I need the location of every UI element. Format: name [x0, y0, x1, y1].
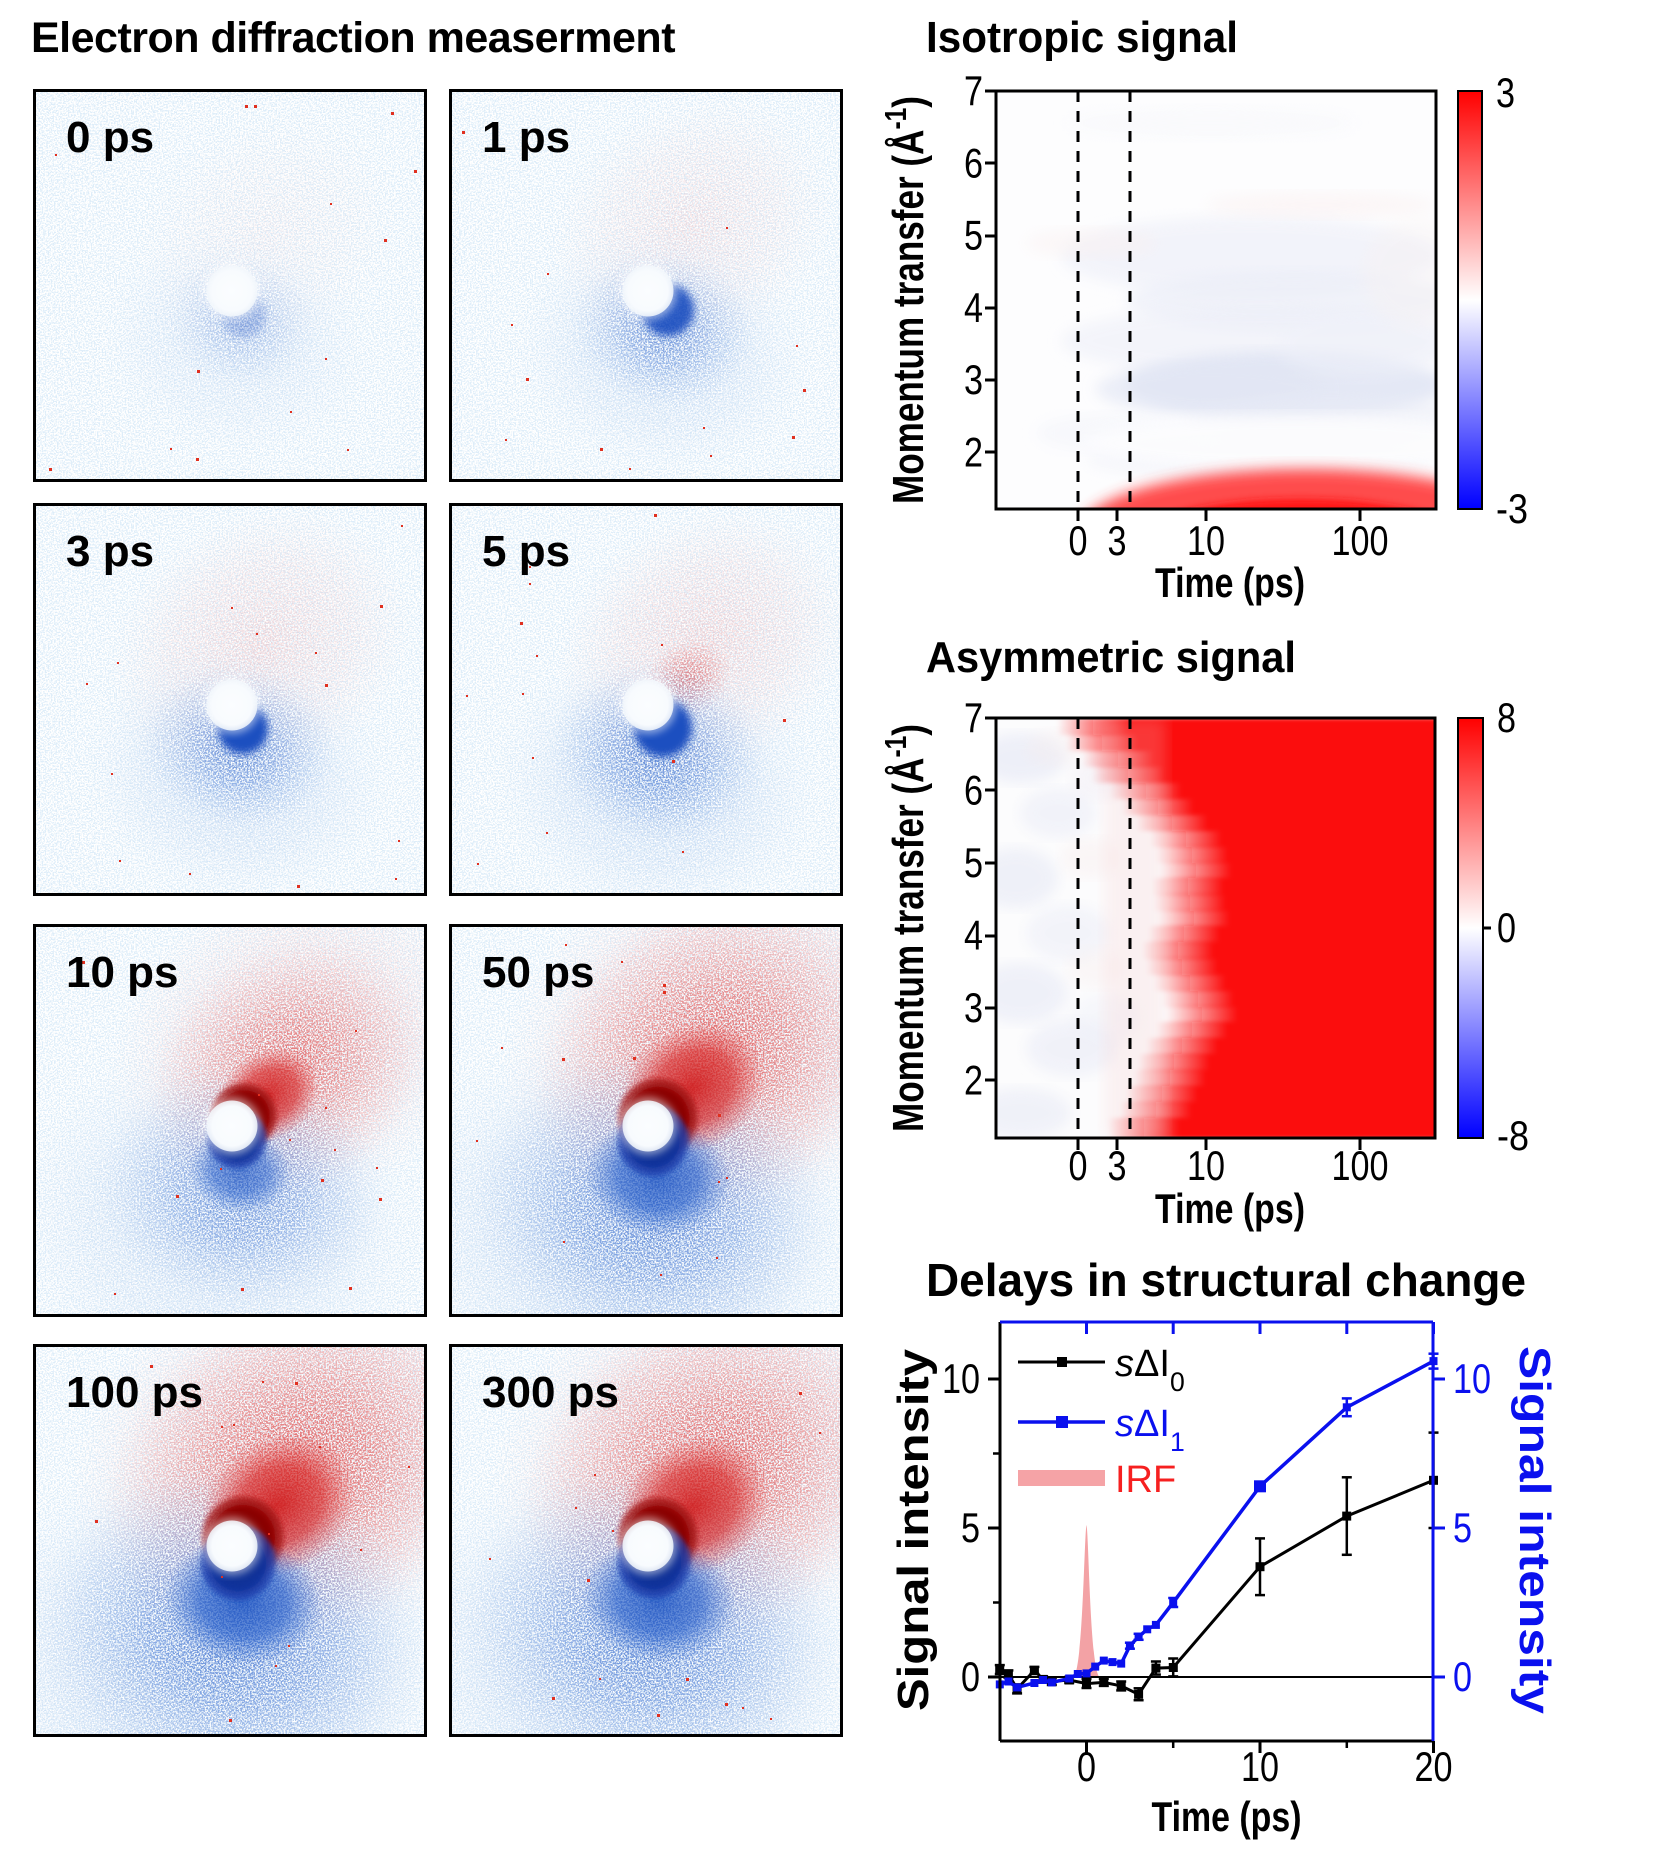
svg-text:3: 3 — [1496, 69, 1515, 116]
svg-text:100: 100 — [1332, 1142, 1389, 1189]
svg-text:sΔI0: sΔI0 — [1115, 1343, 1185, 1397]
svg-text:5: 5 — [1453, 1504, 1472, 1551]
svg-text:3: 3 — [964, 984, 983, 1031]
svg-text:0: 0 — [1077, 1743, 1096, 1790]
svg-text:Signal intensity: Signal intensity — [889, 1348, 938, 1711]
svg-text:10: 10 — [942, 1355, 980, 1402]
svg-text:7: 7 — [964, 694, 983, 741]
svg-text:-8: -8 — [1497, 1112, 1529, 1159]
svg-text:10: 10 — [1187, 517, 1225, 564]
svg-text:10: 10 — [1241, 1743, 1279, 1790]
svg-text:3: 3 — [1108, 1142, 1127, 1189]
svg-text:10: 10 — [1453, 1355, 1491, 1402]
svg-text:Time (ps): Time (ps) — [1155, 559, 1305, 606]
svg-text:IRF: IRF — [1115, 1459, 1176, 1501]
svg-text:sΔI1: sΔI1 — [1115, 1403, 1185, 1457]
svg-text:0: 0 — [1069, 517, 1088, 564]
svg-text:Time (ps): Time (ps) — [1152, 1793, 1302, 1840]
svg-text:Delays in structural change: Delays in structural change — [926, 1260, 1526, 1306]
svg-text:4: 4 — [964, 284, 983, 331]
svg-text:3: 3 — [964, 356, 983, 403]
svg-text:6: 6 — [964, 139, 983, 186]
svg-text:8: 8 — [1497, 694, 1516, 741]
svg-text:Momentum transfer (Å-1): Momentum transfer (Å-1) — [878, 724, 934, 1132]
svg-text:100: 100 — [1332, 517, 1389, 564]
svg-text:5: 5 — [964, 212, 983, 259]
svg-text:7: 7 — [964, 67, 983, 114]
svg-text:0: 0 — [961, 1653, 980, 1700]
svg-text:5: 5 — [964, 839, 983, 886]
svg-text:6: 6 — [964, 767, 983, 814]
svg-text:10: 10 — [1187, 1142, 1225, 1189]
svg-text:Isotropic signal: Isotropic signal — [926, 13, 1238, 62]
svg-text:20: 20 — [1415, 1743, 1453, 1790]
svg-text:4: 4 — [964, 912, 983, 959]
svg-text:0: 0 — [1497, 904, 1516, 951]
svg-text:2: 2 — [964, 429, 983, 476]
svg-text:Asymmetric signal: Asymmetric signal — [926, 633, 1296, 682]
svg-text:3: 3 — [1108, 517, 1127, 564]
svg-text:5: 5 — [961, 1504, 980, 1551]
svg-text:2: 2 — [964, 1057, 983, 1104]
svg-text:0: 0 — [1069, 1142, 1088, 1189]
svg-text:0: 0 — [1453, 1653, 1472, 1700]
svg-text:Time (ps): Time (ps) — [1155, 1185, 1305, 1232]
svg-text:-3: -3 — [1496, 485, 1528, 532]
svg-text:Momentum transfer (Å-1): Momentum transfer (Å-1) — [878, 96, 934, 504]
svg-text:Signal intensity: Signal intensity — [1510, 1346, 1559, 1715]
